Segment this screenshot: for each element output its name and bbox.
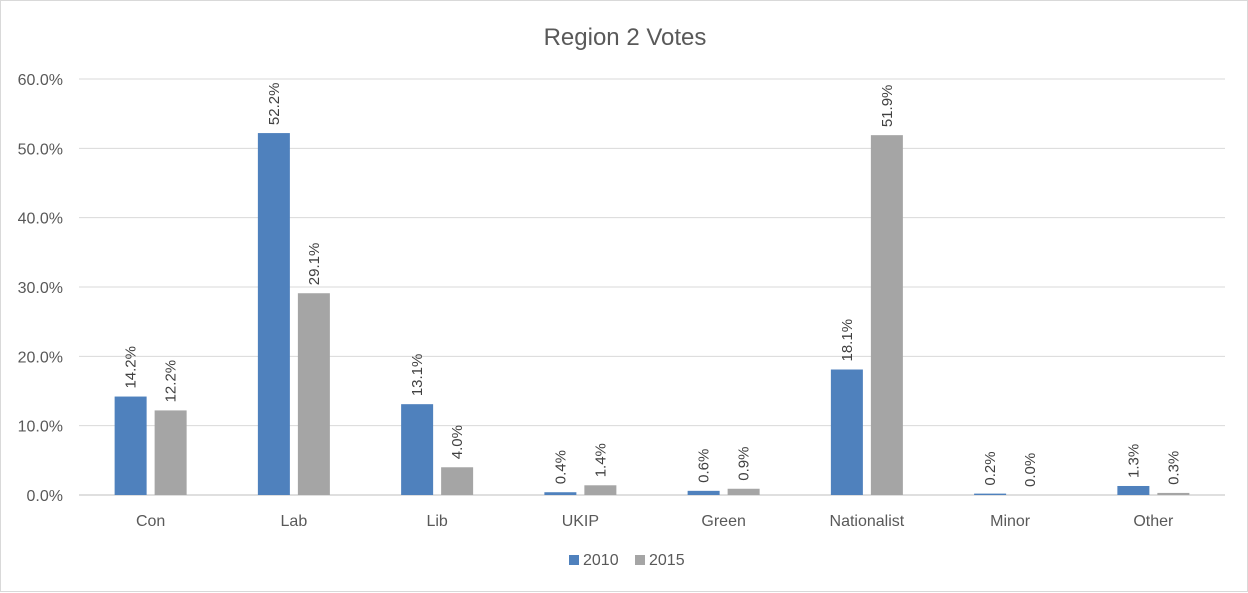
data-label: 0.4% xyxy=(552,450,569,484)
bar-2015-nationalist xyxy=(870,135,903,495)
data-label: 0.9% xyxy=(736,447,753,481)
data-label: 12.2% xyxy=(163,360,180,403)
bar-2015-lab xyxy=(297,293,330,495)
bars xyxy=(114,133,1190,495)
chart-title: Region 2 Votes xyxy=(544,24,707,51)
y-tick-label: 20.0% xyxy=(18,349,63,366)
legend: 2010 2015 xyxy=(569,552,685,569)
y-tick-label: 60.0% xyxy=(18,72,63,89)
bar-2015-ukip xyxy=(584,485,617,495)
category-label: Lib xyxy=(426,513,447,530)
legend-label: 2010 xyxy=(583,552,619,569)
category-label: Nationalist xyxy=(830,513,905,530)
data-labels: 14.2% 12.2% 52.2% 29.1% 13.1% 4.0% 0.4% 1.4% 0.6… xyxy=(123,83,1183,487)
data-label: 0.3% xyxy=(1165,451,1182,485)
category-label: Green xyxy=(701,513,745,530)
data-label: 0.6% xyxy=(696,449,713,483)
category-label: Con xyxy=(136,513,165,530)
y-tick-label: 40.0% xyxy=(18,211,63,228)
y-tick-label: 10.0% xyxy=(18,419,63,436)
bar-2010-nationalist xyxy=(830,369,863,495)
y-tick-label: 0.0% xyxy=(27,488,63,505)
bar-2010-minor xyxy=(974,493,1007,495)
bar-2010-other xyxy=(1117,485,1150,495)
legend-label: 2015 xyxy=(649,552,685,569)
bar-2015-con xyxy=(154,410,187,495)
bar-2010-green xyxy=(687,490,720,495)
category-label: Other xyxy=(1133,513,1174,530)
data-label: 14.2% xyxy=(123,346,140,389)
data-label: 1.3% xyxy=(1125,444,1142,478)
data-label: 4.0% xyxy=(449,425,466,459)
bar-2010-ukip xyxy=(544,492,577,495)
y-tick-label: 30.0% xyxy=(18,280,63,297)
y-axis-ticks: 0.0% 10.0% 20.0% 30.0% 40.0% 50.0% 60.0% xyxy=(18,72,63,505)
category-label: Minor xyxy=(990,513,1031,530)
bar-2015-lib xyxy=(441,467,474,495)
gridlines xyxy=(79,78,1225,496)
data-label: 0.2% xyxy=(982,451,999,485)
data-label: 1.4% xyxy=(592,443,609,477)
bar-2010-lab xyxy=(257,133,290,495)
y-tick-label: 50.0% xyxy=(18,141,63,158)
bar-2010-lib xyxy=(401,404,434,495)
category-label: Lab xyxy=(281,513,308,530)
data-label: 13.1% xyxy=(409,354,426,397)
bar-2015-other xyxy=(1157,492,1190,495)
data-label: 29.1% xyxy=(306,243,323,286)
data-label: 52.2% xyxy=(266,83,283,126)
legend-swatch xyxy=(569,555,579,565)
x-axis-categories: Con Lab Lib UKIP Green Nationalist Minor Other xyxy=(136,513,1174,530)
bar-2010-con xyxy=(114,396,147,495)
data-label: 51.9% xyxy=(879,85,896,128)
legend-swatch xyxy=(635,555,645,565)
bar-2015-green xyxy=(727,488,760,495)
data-label: 0.0% xyxy=(1022,453,1039,487)
category-label: UKIP xyxy=(562,513,599,530)
data-label: 18.1% xyxy=(839,319,856,362)
